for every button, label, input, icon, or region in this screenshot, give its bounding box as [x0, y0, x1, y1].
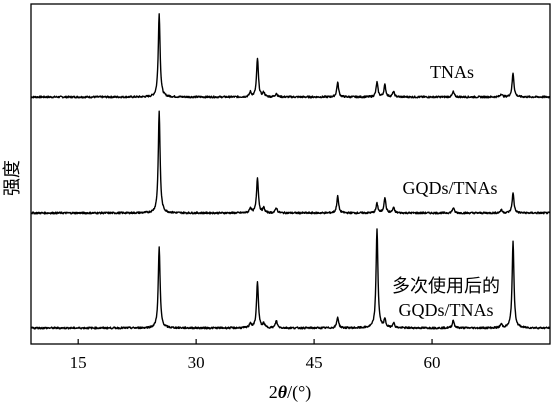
series-line [30, 110, 551, 215]
series-label: TNAs [430, 62, 474, 82]
x-tick-label: 45 [306, 353, 323, 372]
plot-frame [30, 3, 551, 345]
x-tick-label: 15 [70, 353, 87, 372]
x-tick-label: 60 [424, 353, 441, 372]
series-traces [30, 13, 551, 330]
series-label: GQDs/TNAs [398, 300, 493, 320]
series-line [30, 228, 551, 330]
x-ticks: 15 30 45 60 [70, 339, 441, 372]
x-axis-label-prefix: 2 [269, 382, 278, 402]
x-axis-label-theta: θ [278, 382, 288, 402]
x-tick-label: 30 [188, 353, 205, 372]
series-label: 多次使用后的 [392, 276, 500, 296]
series-line [30, 13, 551, 99]
series-label: GQDs/TNAs [402, 178, 497, 198]
y-axis-label: 强度 [2, 160, 22, 196]
x-axis-label-unit: /(°) [287, 382, 311, 403]
x-axis-label: 2θ/(°) [269, 382, 312, 403]
series-labels: TNAs GQDs/TNAs 多次使用后的 GQDs/TNAs [392, 62, 500, 320]
